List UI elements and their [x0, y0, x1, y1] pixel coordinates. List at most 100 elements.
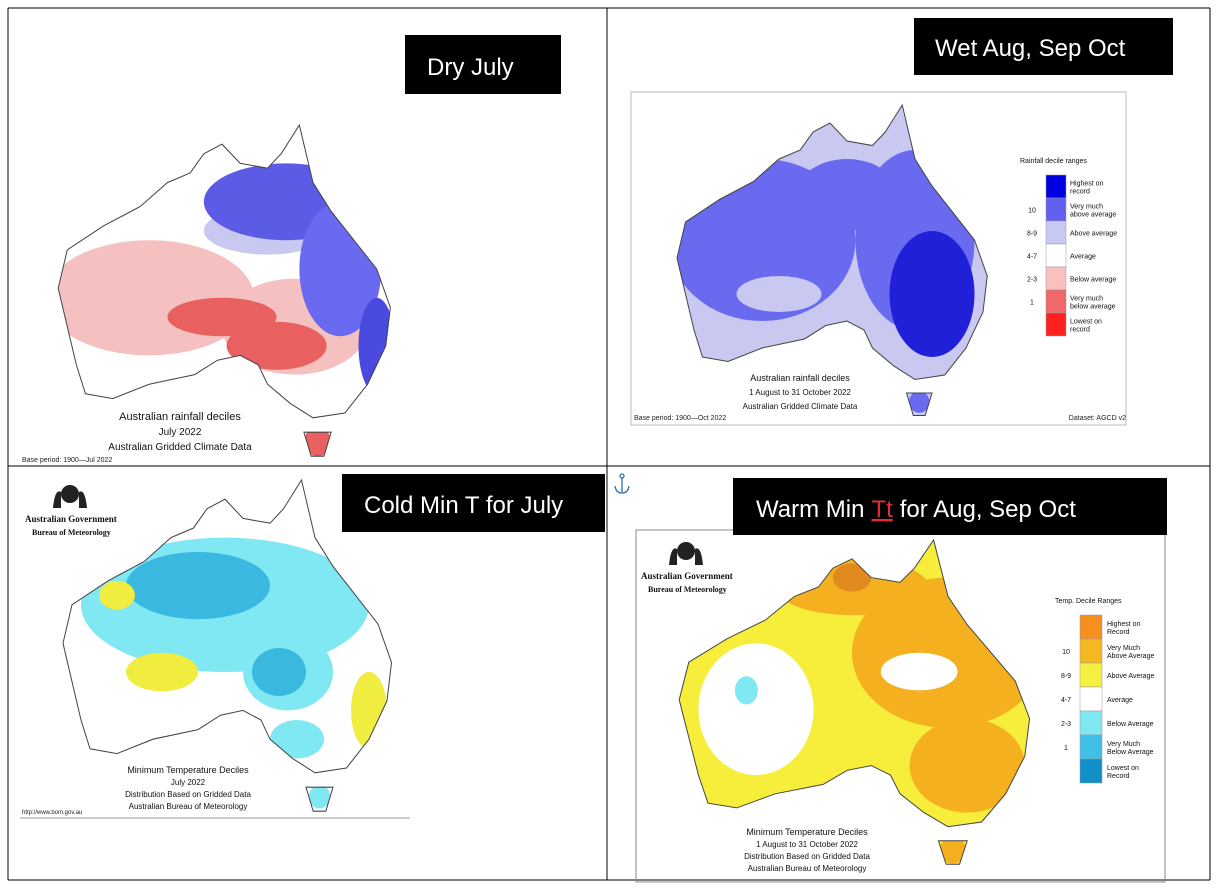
panel-label: Cold Min T for July [364, 492, 563, 519]
crest-supporters [53, 491, 87, 508]
logo-text: Bureau of Meteorology [32, 528, 111, 537]
panel: Wet Aug, Sep Oct Australian rainfall deci… [634, 18, 1173, 422]
legend-text: Above Average [1107, 653, 1154, 660]
map-region [270, 720, 324, 759]
content: Dry July Australian rainfall deciles July … [22, 18, 1173, 873]
legend-range: 10 [1028, 208, 1036, 215]
map-region [909, 391, 930, 413]
legend-text: record [1070, 189, 1090, 196]
image-frame [630, 91, 1127, 426]
legend-text: Average [1107, 697, 1133, 704]
legend-swatch [1079, 638, 1103, 664]
legend-text: Below Average [1107, 749, 1154, 756]
legend-text: Lowest on [1107, 765, 1139, 772]
map-caption: Minimum Temperature Deciles [746, 827, 868, 837]
label-box [733, 478, 1167, 535]
label-box [342, 474, 605, 532]
map-regions [58, 163, 391, 457]
legend-text: Above Average [1107, 673, 1154, 680]
map-caption: Australian rainfall deciles [750, 373, 850, 383]
map-region [889, 231, 975, 357]
legend-title: Rainfall decile ranges [1020, 158, 1087, 165]
map-caption: Australian Bureau of Meteorology [129, 802, 248, 811]
legend-swatch [1045, 174, 1067, 199]
legend-text: Very Much [1107, 645, 1140, 652]
crest-shield [677, 542, 695, 560]
legend-text: Record [1107, 773, 1130, 780]
map-region [698, 643, 814, 775]
legend-range: 2-3 [1027, 277, 1037, 284]
map-region [734, 676, 758, 705]
map-region [252, 648, 306, 696]
logo-text: Australian Government [641, 571, 733, 581]
base-period: Base period: 1900—Jul 2022 [22, 457, 112, 464]
legend-text: Very much [1070, 296, 1103, 303]
map [62, 479, 393, 812]
crest [669, 542, 703, 565]
label-part: for Aug, Sep Oct [900, 496, 1076, 523]
legend-range: 8-9 [1027, 231, 1037, 238]
logo-text: Australian Government [25, 514, 117, 524]
panel: Cold Min T for July Minimum Temperature D… [22, 474, 605, 816]
map-region [99, 580, 135, 610]
legend-swatch [1045, 220, 1067, 245]
legend-range: 1 [1064, 745, 1068, 752]
label-box [914, 18, 1173, 75]
label-part: Warm Min [756, 496, 864, 523]
map-region [58, 240, 254, 356]
legend-text: Lowest on [1070, 319, 1102, 326]
map-caption: Distribution Based on Gridded Data [125, 790, 251, 799]
panel-label: Warm Min Tt for Aug, Sep Oct [756, 496, 1076, 523]
legend-swatch [1079, 614, 1103, 640]
base-period: Base period: 1900—Oct 2022 [634, 415, 726, 422]
map [57, 124, 391, 457]
legend-range: 2-3 [1061, 721, 1071, 728]
map-region [126, 552, 270, 620]
map-caption: July 2022 [171, 778, 206, 787]
label-box [405, 35, 561, 94]
crest-supporters [669, 548, 703, 565]
dataset: Dataset: AGCD v2 [1069, 415, 1126, 422]
legend-swatch [1079, 662, 1103, 688]
map-region [308, 785, 331, 809]
legend-title: Temp. Decile Ranges [1055, 598, 1122, 605]
map-region [736, 276, 822, 312]
panel-label: Dry July [427, 54, 514, 81]
panel-label: Wet Aug, Sep Oct [935, 35, 1126, 62]
map-region [880, 652, 958, 691]
legend-text: Highest on [1070, 181, 1104, 188]
map-region [303, 427, 332, 457]
map-region [939, 837, 967, 864]
legend-range: 4-7 [1027, 254, 1037, 261]
legend-swatch [1079, 758, 1103, 784]
legend-swatch [1079, 734, 1103, 760]
map-region [832, 563, 872, 592]
legend-text: Above average [1070, 231, 1117, 238]
legend-text: below average [1070, 304, 1116, 311]
map-region [351, 672, 387, 749]
legend-range: 4-7 [1061, 697, 1071, 704]
panel: Dry July Australian rainfall deciles July … [22, 35, 561, 464]
map-caption: Distribution Based on Gridded Data [744, 852, 870, 861]
legend-swatch [1045, 243, 1067, 268]
crest [53, 485, 87, 508]
legend-text: Very Much [1107, 741, 1140, 748]
legend-range: 10 [1062, 649, 1070, 656]
map-caption: 1 August to 31 October 2022 [756, 840, 858, 849]
map-region [126, 652, 198, 692]
legend-text: Average [1070, 254, 1096, 261]
map-caption: Australian rainfall deciles [119, 411, 241, 423]
legend-text: Below average [1070, 277, 1116, 284]
map-caption: Australian Gridded Climate Data [108, 442, 252, 453]
legend-text: record [1070, 327, 1090, 334]
legend-text: above average [1070, 212, 1116, 219]
logo-text: Bureau of Meteorology [648, 585, 727, 594]
legend-swatch [1079, 710, 1103, 736]
table-grid [7, 7, 1211, 881]
map [676, 104, 988, 417]
map-caption: 1 August to 31 October 2022 [749, 388, 851, 397]
source-url: http://www.bom.gov.au [22, 810, 82, 816]
legend-swatch [1045, 197, 1067, 222]
